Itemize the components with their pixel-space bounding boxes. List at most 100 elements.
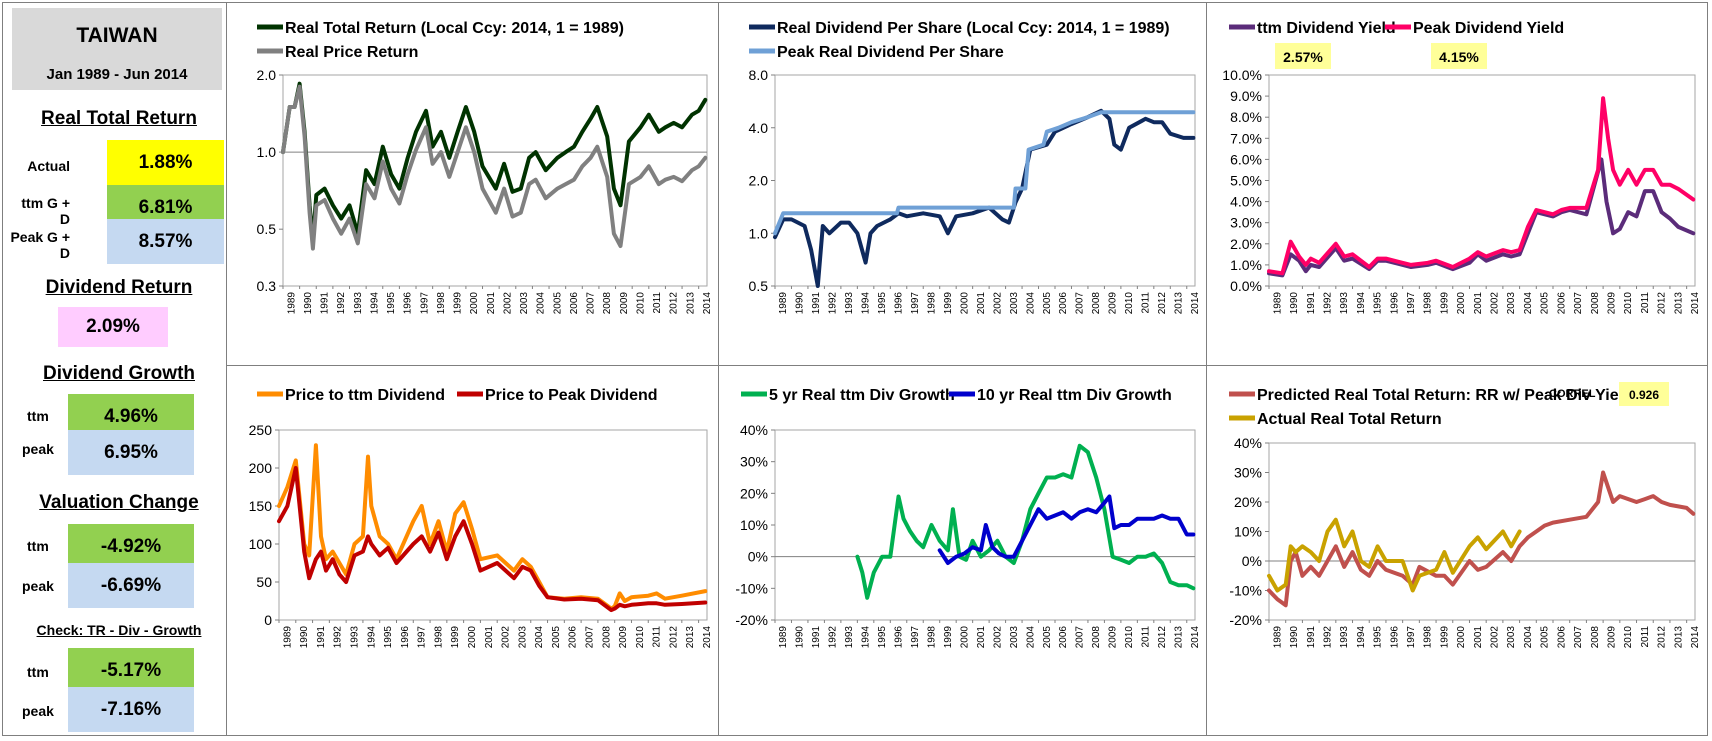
x-tick-label: 1993	[353, 292, 364, 315]
series-line-2	[773, 110, 1196, 236]
y-tick-label: 6.0%	[1230, 151, 1262, 167]
x-tick-label: 1994	[861, 626, 872, 649]
x-tick-label: 1999	[1439, 292, 1450, 315]
period-label: Jan 1989 - Jun 2014	[46, 66, 188, 83]
y-tick-label: 0	[264, 612, 272, 628]
x-tick-label: 2011	[1141, 626, 1152, 648]
x-tick-label: 2014	[1190, 626, 1201, 649]
x-tick-label: 2014	[1190, 292, 1201, 315]
y-tick-label: 5.0%	[1230, 173, 1262, 189]
chart-svg: -20% -10% 0% 10% 20% 30% 40% 1989 1990 1991 1992 19…	[1229, 382, 1701, 649]
x-tick-label: 1989	[778, 292, 789, 315]
x-tick-label: 1990	[1289, 626, 1300, 649]
x-tick-label: 2014	[1690, 292, 1701, 315]
x-tick-label: 2006	[1058, 292, 1069, 315]
y-tick-label: 2.0	[257, 67, 277, 83]
legend-label: Real Price Return	[285, 44, 418, 61]
x-tick-label: 1996	[894, 626, 905, 649]
x-tick-label: 1991	[811, 626, 822, 649]
x-tick-label: 2006	[568, 626, 579, 649]
x-tick-label: 2004	[1025, 292, 1036, 315]
series-line-1	[773, 108, 1196, 288]
x-tick-label: 2010	[1623, 626, 1634, 649]
x-tick-label: 1991	[1306, 292, 1317, 315]
x-tick-label: 2008	[1590, 292, 1601, 315]
x-tick-label: 2005	[1042, 626, 1053, 649]
x-tick-label: 1998	[1423, 626, 1434, 649]
legend-label: 10 yr Real ttm Div Growth	[977, 387, 1172, 404]
legend-label: Real Total Return (Local Ccy: 2014, 1 = …	[285, 20, 624, 37]
y-tick-label: 30%	[1234, 465, 1262, 481]
plot-area	[774, 74, 1196, 287]
x-tick-label: 2007	[586, 292, 597, 315]
x-tick-label: 2002	[992, 626, 1003, 649]
x-tick-label: 1998	[926, 292, 937, 315]
x-tick-label: 1998	[436, 292, 447, 315]
x-tick-label: 2004	[1523, 292, 1534, 315]
x-tick-label: 2009	[1606, 626, 1617, 649]
x-tick-label: 2010	[635, 292, 646, 315]
legend-label: ttm Dividend Yield	[1257, 20, 1396, 37]
yield-badge	[1275, 43, 1331, 69]
series-line-2	[1267, 96, 1696, 276]
x-tick-label: 1994	[1356, 292, 1367, 315]
x-tick-label: 1995	[877, 292, 888, 315]
x-tick-label: 2007	[1075, 292, 1086, 315]
chart-svg: -20% -10% 0% 10% 20% 30% 40% 1989 1990 1991 1992 19…	[735, 387, 1201, 649]
x-tick-label: 1990	[795, 292, 806, 315]
label-peak: peak	[22, 578, 54, 594]
y-tick-label: 4.0%	[1230, 194, 1262, 210]
divider	[226, 365, 1708, 366]
section-dividend-growth: Dividend Growth	[43, 363, 195, 384]
x-tick-label: 1997	[1406, 626, 1417, 649]
legend-label: Price to Peak Dividend	[485, 387, 658, 404]
x-tick-label: 1997	[417, 626, 428, 649]
x-tick-label: 2003	[517, 626, 528, 649]
label-ttm: ttm	[27, 538, 49, 554]
x-tick-label: 2005	[1540, 626, 1551, 649]
x-tick-label: 2004	[534, 626, 545, 649]
y-tick-label: 2.0%	[1230, 236, 1262, 252]
x-tick-label: 2000	[1456, 292, 1467, 315]
x-tick-label: 2011	[1640, 626, 1651, 648]
x-tick-label: 1989	[282, 626, 293, 649]
legend-label: Real Dividend Per Share (Local Ccy: 2014…	[777, 20, 1170, 37]
label-peak: peak	[22, 703, 54, 719]
x-tick-label: 1992	[1322, 626, 1333, 649]
x-tick-label: 2003	[519, 292, 530, 315]
x-tick-label: 2010	[635, 626, 646, 649]
x-tick-label: 1995	[1373, 626, 1384, 649]
chart-svg: 0 50 100 150 200 250 1989 1990 1991 1992 1993 1994 1…	[249, 387, 713, 649]
x-tick-label: 2010	[1623, 292, 1634, 315]
x-tick-label: 2003	[1009, 626, 1020, 649]
value-val-change-peak: -6.69%	[68, 563, 194, 608]
x-tick-label: 1993	[844, 292, 855, 315]
x-tick-label: 1999	[943, 292, 954, 315]
x-tick-label: 1996	[403, 292, 414, 315]
x-tick-label: 2013	[1174, 626, 1185, 649]
y-tick-label: 100	[249, 536, 273, 552]
y-tick-label: -10%	[1229, 583, 1262, 599]
x-tick-label: 2000	[1456, 626, 1467, 649]
y-tick-label: 0.5	[257, 221, 277, 237]
x-tick-label: 2001	[486, 292, 497, 315]
x-tick-label: 1991	[1306, 626, 1317, 649]
x-tick-label: 1992	[828, 292, 839, 315]
series-line-1	[1267, 157, 1696, 278]
x-tick-label: 1989	[778, 626, 789, 649]
correl-label: CORREL	[1549, 388, 1596, 400]
y-tick-label: 250	[249, 422, 273, 438]
x-tick-label: 2001	[484, 626, 495, 649]
x-tick-label: 1991	[316, 626, 327, 649]
y-tick-label: 30%	[740, 454, 768, 470]
x-tick-label: 2004	[1523, 626, 1534, 649]
x-tick-label: 2013	[1673, 292, 1684, 315]
x-tick-label: 2008	[1091, 292, 1102, 315]
y-tick-label: -10%	[735, 580, 768, 596]
x-tick-label: 2006	[1058, 626, 1069, 649]
legend-label: 5 yr Real ttm Div Growth	[769, 387, 955, 404]
y-tick-label: 20%	[1234, 494, 1262, 510]
y-tick-label: 150	[249, 498, 273, 514]
x-tick-label: 2004	[536, 292, 547, 315]
x-tick-label: 1995	[386, 292, 397, 315]
